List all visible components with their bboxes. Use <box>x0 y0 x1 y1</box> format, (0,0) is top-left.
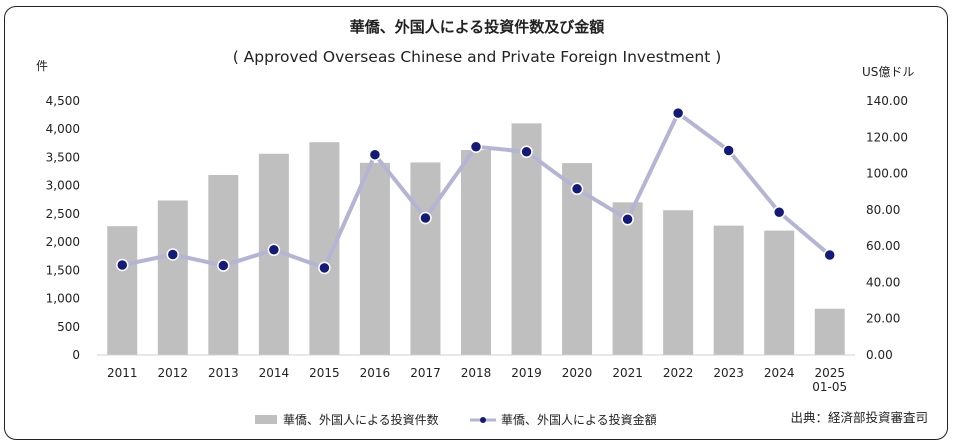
x-tick-label: 2016 <box>360 366 391 380</box>
x-tick-label: 2024 <box>764 366 795 380</box>
point-2013 <box>217 259 230 272</box>
right-tick-label: 40.00 <box>866 275 900 289</box>
bar-2024 <box>764 230 795 355</box>
point-2017 <box>419 211 432 225</box>
right-tick-label: 80.00 <box>866 203 900 217</box>
bar-2011 <box>107 226 138 355</box>
right-tick-label: 100.00 <box>866 167 908 181</box>
left-tick-label: 500 <box>57 320 80 334</box>
right-tick-label: 140.00 <box>866 94 908 108</box>
x-tick-label: 2023 <box>713 366 744 380</box>
bar-2023 <box>713 225 744 355</box>
point-2024 <box>772 205 786 219</box>
left-axis-unit: 件 <box>36 59 48 73</box>
right-axis-unit: US億ドル <box>862 65 914 79</box>
left-tick-label: 2,000 <box>46 235 80 249</box>
bar-2016 <box>359 162 390 355</box>
point-2012 <box>166 248 180 261</box>
legend-line-label: 華僑、外国人による投資金額 <box>501 412 657 427</box>
x-tick-label: 2019 <box>511 366 542 380</box>
left-tick-label: 1,000 <box>46 292 80 306</box>
left-tick-label: 4,000 <box>46 122 80 136</box>
x-tick-label: 2015 <box>309 366 340 380</box>
bar-2018 <box>461 150 491 355</box>
x-tick-label: 2014 <box>259 366 290 380</box>
x-tick-label: 2011 <box>107 366 138 380</box>
chart-subtitle: ( Approved Overseas Chinese and Private … <box>233 48 722 66</box>
right-tick-label: 0.00 <box>866 348 893 362</box>
point-2020 <box>570 182 584 196</box>
point-2023 <box>722 144 735 157</box>
right-tick-label: 60.00 <box>866 239 900 253</box>
x-tick-label: 2020 <box>562 366 593 380</box>
bar-2022 <box>663 210 694 355</box>
left-tick-label: 3,500 <box>46 150 80 164</box>
left-tick-label: 4,500 <box>46 94 80 108</box>
left-tick-label: 1,500 <box>46 263 80 277</box>
x-tick-label: 2022 <box>663 366 694 380</box>
left-tick-label: 0 <box>72 348 80 362</box>
left-tick-label: 2,500 <box>46 207 80 221</box>
point-2021 <box>621 213 634 226</box>
point-2014 <box>267 243 281 257</box>
point-2015 <box>318 261 331 275</box>
point-2022 <box>671 106 685 120</box>
point-2011 <box>116 258 129 272</box>
legend: 華僑、外国人による投資件数 華僑、外国人による投資金額 <box>255 412 657 427</box>
bar-2021 <box>612 202 643 355</box>
point-2019 <box>520 145 533 159</box>
bar-2012 <box>157 200 188 355</box>
left-tick-label: 3,000 <box>46 179 80 193</box>
bar-2017 <box>410 162 441 355</box>
legend-bar-label: 華僑、外国人による投資件数 <box>283 412 439 427</box>
x-tick-label: 2018 <box>461 366 492 380</box>
point-2025 <box>823 248 836 262</box>
right-tick-label: 20.00 <box>866 312 900 326</box>
x-tick-label: 2021 <box>612 366 643 380</box>
x-tick-label: 2025 01-05 <box>812 366 847 394</box>
point-2018 <box>469 140 483 153</box>
chart-title: 華僑、外国人による投資件数及び金額 <box>350 18 605 36</box>
bar-2025 <box>814 308 845 355</box>
x-tick-label: 2013 <box>208 366 239 380</box>
legend-bar-swatch <box>255 415 277 424</box>
legend-line-marker <box>480 417 486 423</box>
bar-2019 <box>511 123 542 356</box>
x-tick-label: 2012 <box>158 366 189 380</box>
right-tick-label: 120.00 <box>866 130 908 144</box>
source-note: 出典：経済部投資審査司 <box>790 410 928 425</box>
point-2016 <box>368 148 382 161</box>
x-tick-label: 2017 <box>410 366 441 380</box>
